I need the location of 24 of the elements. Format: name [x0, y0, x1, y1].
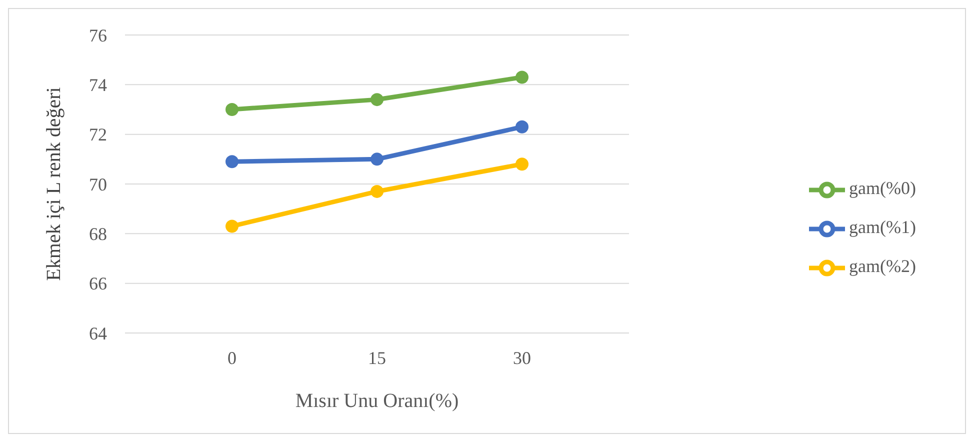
y-tick-label: 72 [89, 124, 107, 145]
point [226, 103, 238, 116]
point [516, 70, 528, 84]
y-tick-label: 76 [89, 25, 107, 46]
point [516, 120, 528, 134]
x-tick-label: 30 [513, 348, 531, 368]
legend-label: gam(%1) [849, 216, 916, 237]
y-tick-label: 68 [89, 224, 107, 244]
y-tick-label: 70 [89, 174, 107, 194]
point [370, 152, 384, 166]
x-tick-label: 0 [228, 348, 236, 368]
legend-label: gam(%0) [849, 178, 916, 198]
y-tick-label: 64 [89, 323, 107, 344]
y-tick-label: 66 [89, 274, 107, 294]
point [226, 220, 238, 233]
x-tick-label: 15 [368, 348, 386, 368]
legend-label: gam(%2) [849, 256, 916, 276]
y-axis-title: Ekmek içi L renk değeri [43, 86, 66, 281]
y-tick-label: 74 [89, 75, 107, 96]
point [516, 158, 528, 171]
x-axis-title: Mısır Unu Oranı(%) [295, 390, 459, 412]
point [370, 93, 384, 106]
point [226, 155, 238, 168]
point [370, 184, 384, 198]
